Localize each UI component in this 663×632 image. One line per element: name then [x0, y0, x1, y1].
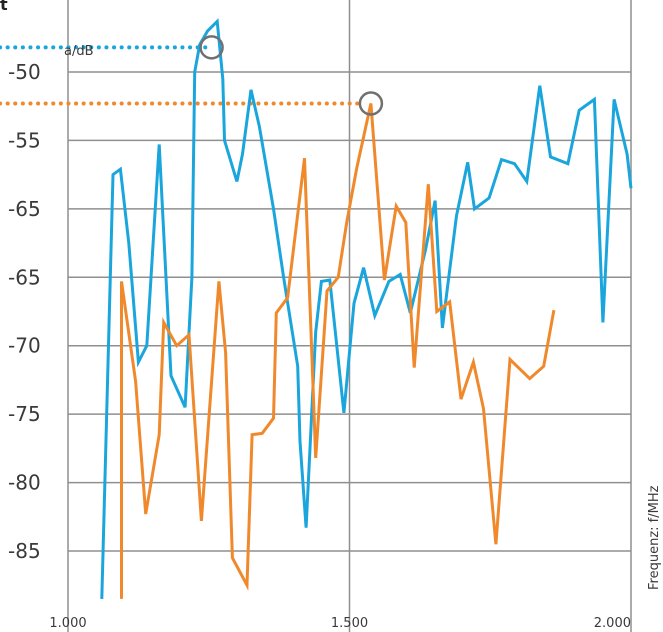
y-tick-label: -85	[8, 539, 41, 563]
peak-circle-marker	[358, 91, 384, 116]
x-tick-labels: 1.000 1.500 2.000	[49, 616, 631, 631]
top-fragment-text: t	[0, 0, 8, 14]
y-axis-label: a/dB	[64, 44, 94, 59]
peak-markers	[199, 35, 384, 116]
y-tick-label: -75	[8, 402, 41, 426]
y-tick-label: -65	[8, 265, 41, 289]
y-tick-label: -55	[8, 128, 41, 152]
x-tick-label: 1.000	[49, 616, 86, 631]
y-tick-label: -50	[8, 60, 41, 84]
y-tick-label: -80	[8, 471, 41, 495]
x-axis-label: Frequenz: f/MHz	[647, 485, 662, 590]
y-tick-label: -65	[8, 197, 41, 221]
x-tick-label: 1.500	[331, 616, 368, 631]
series-line	[120, 103, 556, 599]
series-line	[100, 18, 633, 599]
y-tick-labels: -50 -55 -65 -65 -70 -75 -80 -85	[8, 60, 41, 563]
reference-lines	[0, 45, 363, 106]
peak-circle-marker	[199, 35, 224, 60]
y-tick-label: -70	[8, 334, 41, 358]
series-lines	[100, 18, 633, 599]
grid-lines	[67, 0, 632, 632]
x-tick-label: 2.000	[594, 616, 631, 631]
